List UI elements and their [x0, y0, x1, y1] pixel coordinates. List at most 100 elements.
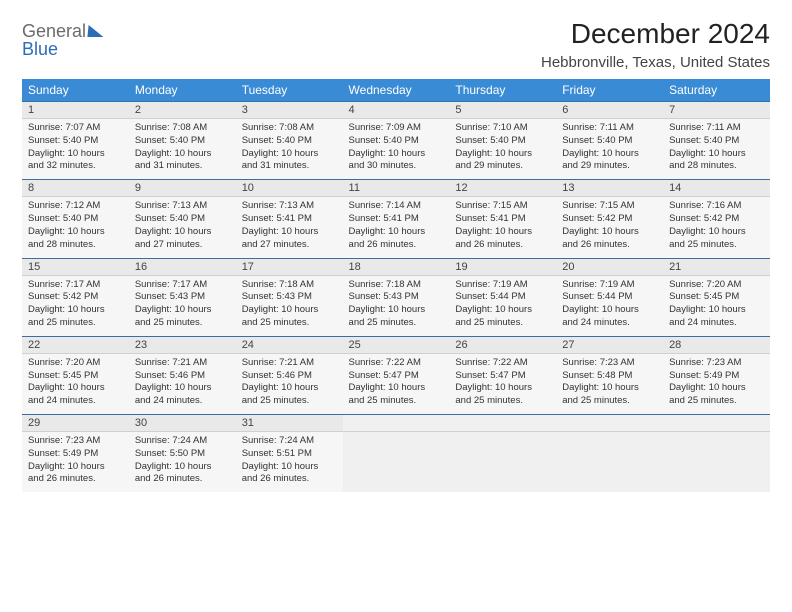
daylight-text: Daylight: 10 hours and 27 minutes.: [242, 226, 337, 252]
calendar-row: 8Sunrise: 7:12 AMSunset: 5:40 PMDaylight…: [22, 180, 770, 258]
sunset-text: Sunset: 5:51 PM: [242, 448, 337, 461]
sunset-text: Sunset: 5:41 PM: [349, 213, 444, 226]
daylight-text: Daylight: 10 hours and 25 minutes.: [669, 226, 764, 252]
sunrise-text: Sunrise: 7:22 AM: [349, 357, 444, 370]
day-details: Sunrise: 7:23 AMSunset: 5:49 PMDaylight:…: [663, 354, 770, 414]
day-details: Sunrise: 7:21 AMSunset: 5:46 PMDaylight:…: [129, 354, 236, 414]
calendar-cell: [556, 415, 663, 493]
calendar-cell: 12Sunrise: 7:15 AMSunset: 5:41 PMDayligh…: [449, 180, 556, 258]
day-details: Sunrise: 7:11 AMSunset: 5:40 PMDaylight:…: [663, 119, 770, 179]
day-details: Sunrise: 7:12 AMSunset: 5:40 PMDaylight:…: [22, 197, 129, 257]
sunrise-text: Sunrise: 7:23 AM: [669, 357, 764, 370]
calendar-cell: 26Sunrise: 7:22 AMSunset: 5:47 PMDayligh…: [449, 336, 556, 414]
day-number: 25: [343, 337, 450, 354]
calendar-cell: 19Sunrise: 7:19 AMSunset: 5:44 PMDayligh…: [449, 258, 556, 336]
day-details: Sunrise: 7:13 AMSunset: 5:40 PMDaylight:…: [129, 197, 236, 257]
sunset-text: Sunset: 5:41 PM: [455, 213, 550, 226]
day-details: Sunrise: 7:20 AMSunset: 5:45 PMDaylight:…: [22, 354, 129, 414]
day-details: Sunrise: 7:23 AMSunset: 5:48 PMDaylight:…: [556, 354, 663, 414]
sunset-text: Sunset: 5:40 PM: [562, 135, 657, 148]
calendar-cell: 31Sunrise: 7:24 AMSunset: 5:51 PMDayligh…: [236, 415, 343, 493]
daylight-text: Daylight: 10 hours and 31 minutes.: [242, 148, 337, 174]
daylight-text: Daylight: 10 hours and 25 minutes.: [455, 382, 550, 408]
day-details: Sunrise: 7:18 AMSunset: 5:43 PMDaylight:…: [236, 276, 343, 336]
day-details: Sunrise: 7:15 AMSunset: 5:41 PMDaylight:…: [449, 197, 556, 257]
calendar-cell: 20Sunrise: 7:19 AMSunset: 5:44 PMDayligh…: [556, 258, 663, 336]
calendar-cell: 6Sunrise: 7:11 AMSunset: 5:40 PMDaylight…: [556, 102, 663, 180]
weekday-header: Tuesday: [236, 79, 343, 102]
daylight-text: Daylight: 10 hours and 25 minutes.: [135, 304, 230, 330]
weekday-header: Wednesday: [343, 79, 450, 102]
sunrise-text: Sunrise: 7:13 AM: [135, 200, 230, 213]
sunrise-text: Sunrise: 7:15 AM: [455, 200, 550, 213]
day-number: 7: [663, 102, 770, 119]
calendar-cell: 29Sunrise: 7:23 AMSunset: 5:49 PMDayligh…: [22, 415, 129, 493]
day-details: Sunrise: 7:15 AMSunset: 5:42 PMDaylight:…: [556, 197, 663, 257]
calendar-row: 29Sunrise: 7:23 AMSunset: 5:49 PMDayligh…: [22, 415, 770, 493]
daylight-text: Daylight: 10 hours and 32 minutes.: [28, 148, 123, 174]
sunrise-text: Sunrise: 7:19 AM: [455, 279, 550, 292]
day-details: Sunrise: 7:08 AMSunset: 5:40 PMDaylight:…: [129, 119, 236, 179]
day-details: Sunrise: 7:08 AMSunset: 5:40 PMDaylight:…: [236, 119, 343, 179]
daylight-text: Daylight: 10 hours and 25 minutes.: [455, 304, 550, 330]
calendar-cell: 1Sunrise: 7:07 AMSunset: 5:40 PMDaylight…: [22, 102, 129, 180]
day-number: [449, 415, 556, 432]
day-number: 17: [236, 259, 343, 276]
day-details: Sunrise: 7:24 AMSunset: 5:50 PMDaylight:…: [129, 432, 236, 492]
calendar-cell: 7Sunrise: 7:11 AMSunset: 5:40 PMDaylight…: [663, 102, 770, 180]
day-number: 26: [449, 337, 556, 354]
sunrise-text: Sunrise: 7:07 AM: [28, 122, 123, 135]
sunrise-text: Sunrise: 7:16 AM: [669, 200, 764, 213]
daylight-text: Daylight: 10 hours and 25 minutes.: [28, 304, 123, 330]
calendar-cell: 13Sunrise: 7:15 AMSunset: 5:42 PMDayligh…: [556, 180, 663, 258]
sunrise-text: Sunrise: 7:13 AM: [242, 200, 337, 213]
sunrise-text: Sunrise: 7:08 AM: [135, 122, 230, 135]
sunset-text: Sunset: 5:40 PM: [135, 135, 230, 148]
day-details: [663, 432, 770, 492]
calendar-cell: 24Sunrise: 7:21 AMSunset: 5:46 PMDayligh…: [236, 336, 343, 414]
day-number: 31: [236, 415, 343, 432]
calendar-cell: 2Sunrise: 7:08 AMSunset: 5:40 PMDaylight…: [129, 102, 236, 180]
day-number: 21: [663, 259, 770, 276]
daylight-text: Daylight: 10 hours and 29 minutes.: [562, 148, 657, 174]
day-details: [343, 432, 450, 492]
day-number: 2: [129, 102, 236, 119]
calendar-cell: 21Sunrise: 7:20 AMSunset: 5:45 PMDayligh…: [663, 258, 770, 336]
daylight-text: Daylight: 10 hours and 25 minutes.: [562, 382, 657, 408]
daylight-text: Daylight: 10 hours and 31 minutes.: [135, 148, 230, 174]
calendar-cell: 22Sunrise: 7:20 AMSunset: 5:45 PMDayligh…: [22, 336, 129, 414]
calendar-cell: 18Sunrise: 7:18 AMSunset: 5:43 PMDayligh…: [343, 258, 450, 336]
sunrise-text: Sunrise: 7:21 AM: [242, 357, 337, 370]
daylight-text: Daylight: 10 hours and 30 minutes.: [349, 148, 444, 174]
calendar-cell: 9Sunrise: 7:13 AMSunset: 5:40 PMDaylight…: [129, 180, 236, 258]
sunrise-text: Sunrise: 7:17 AM: [135, 279, 230, 292]
calendar-cell: 8Sunrise: 7:12 AMSunset: 5:40 PMDaylight…: [22, 180, 129, 258]
sunset-text: Sunset: 5:46 PM: [135, 370, 230, 383]
day-number: 28: [663, 337, 770, 354]
calendar-cell: 28Sunrise: 7:23 AMSunset: 5:49 PMDayligh…: [663, 336, 770, 414]
calendar-cell: 15Sunrise: 7:17 AMSunset: 5:42 PMDayligh…: [22, 258, 129, 336]
calendar-row: 15Sunrise: 7:17 AMSunset: 5:42 PMDayligh…: [22, 258, 770, 336]
day-details: Sunrise: 7:16 AMSunset: 5:42 PMDaylight:…: [663, 197, 770, 257]
daylight-text: Daylight: 10 hours and 26 minutes.: [562, 226, 657, 252]
sunset-text: Sunset: 5:45 PM: [669, 291, 764, 304]
day-details: Sunrise: 7:13 AMSunset: 5:41 PMDaylight:…: [236, 197, 343, 257]
calendar-cell: 25Sunrise: 7:22 AMSunset: 5:47 PMDayligh…: [343, 336, 450, 414]
daylight-text: Daylight: 10 hours and 25 minutes.: [349, 304, 444, 330]
sunrise-text: Sunrise: 7:24 AM: [242, 435, 337, 448]
day-details: Sunrise: 7:24 AMSunset: 5:51 PMDaylight:…: [236, 432, 343, 492]
day-number: 29: [22, 415, 129, 432]
day-number: 10: [236, 180, 343, 197]
weekday-header: Saturday: [663, 79, 770, 102]
day-details: Sunrise: 7:17 AMSunset: 5:42 PMDaylight:…: [22, 276, 129, 336]
day-number: 30: [129, 415, 236, 432]
sunset-text: Sunset: 5:43 PM: [135, 291, 230, 304]
day-number: [663, 415, 770, 432]
day-number: 3: [236, 102, 343, 119]
sunset-text: Sunset: 5:40 PM: [455, 135, 550, 148]
day-number: 22: [22, 337, 129, 354]
sunrise-text: Sunrise: 7:08 AM: [242, 122, 337, 135]
sunset-text: Sunset: 5:42 PM: [28, 291, 123, 304]
day-number: 27: [556, 337, 663, 354]
calendar-table: SundayMondayTuesdayWednesdayThursdayFrid…: [22, 79, 770, 492]
